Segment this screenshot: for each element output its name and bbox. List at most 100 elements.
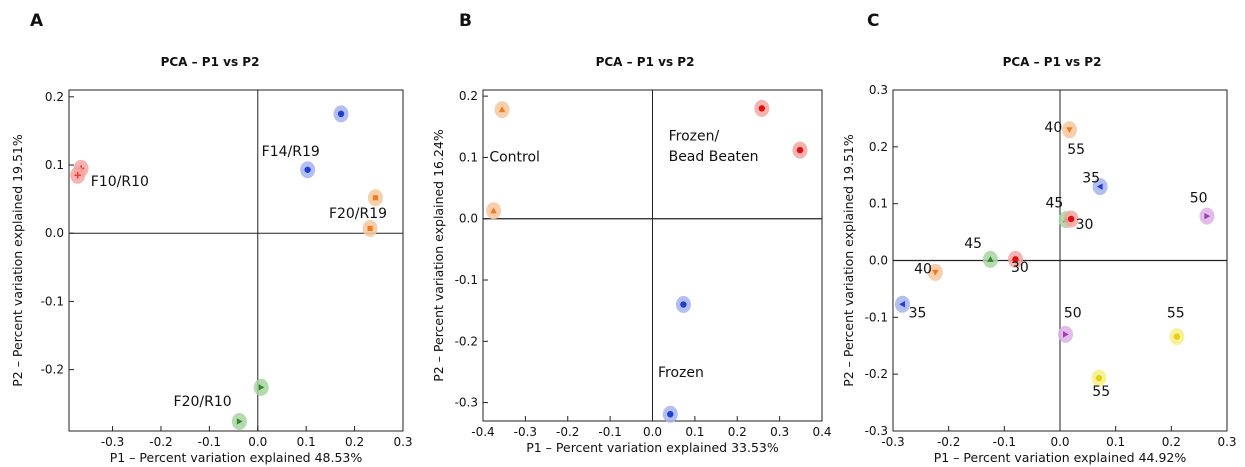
y-tick-label: 0.0: [459, 212, 478, 226]
y-tick-label: -0.2: [455, 334, 478, 348]
point-marker: [258, 384, 265, 391]
x-tick-label: 0.1: [297, 435, 316, 449]
y-axis-label: P2 – Percent variation explained 19.51%: [841, 134, 856, 387]
data-point: [1199, 207, 1215, 225]
x-tick-label: 0.2: [728, 425, 747, 439]
point-annotation: F10/R10: [91, 174, 149, 190]
x-tick-label: -0.1: [598, 425, 621, 439]
plot-frame: [68, 89, 404, 432]
data-point: [1092, 178, 1108, 196]
x-tick-label: 0.4: [812, 425, 831, 439]
point-annotation: 30: [1011, 260, 1029, 276]
x-tick-label: 0.3: [393, 435, 412, 449]
point-marker: [490, 207, 497, 214]
data-point: [367, 189, 383, 207]
chart-title: PCA – P1 vs P2: [596, 55, 695, 69]
point-annotation: 50: [1190, 191, 1208, 207]
y-tick-label: 0.1: [869, 197, 888, 211]
point-marker: [1173, 333, 1181, 340]
y-tick-label: 0.1: [45, 158, 64, 172]
x-tick-label: -0.2: [149, 435, 172, 449]
point-marker: [1095, 374, 1103, 382]
x-tick-label: -0.1: [198, 435, 221, 449]
x-tick-label: -0.3: [514, 425, 537, 439]
data-point: [494, 101, 510, 119]
x-tick-label: 0.2: [345, 435, 364, 449]
y-tick-label: -0.2: [41, 363, 64, 377]
point-marker: [337, 110, 345, 118]
point-annotation: 35: [1082, 171, 1100, 187]
point-marker: [987, 256, 994, 262]
y-tick-label: 0.0: [45, 226, 64, 240]
data-point: [927, 263, 943, 281]
point-annotation: Frozen: [658, 365, 704, 381]
x-tick-label: -0.2: [556, 425, 579, 439]
x-axis-label: P1 – Percent variation explained 33.53%: [526, 440, 779, 455]
data-point: [1007, 250, 1023, 268]
x-tick-label: -0.3: [101, 435, 124, 449]
x-tick-label: 0.3: [1217, 435, 1236, 449]
point-marker: [796, 146, 804, 154]
chart-title: PCA – P1 vs P2: [1003, 55, 1102, 69]
point-marker: [758, 105, 766, 112]
point-annotation: F14/R19: [262, 144, 320, 160]
point-marker: [74, 172, 81, 179]
point-marker: [667, 411, 674, 418]
data-point: [982, 250, 998, 268]
x-tick-label: -0.1: [993, 435, 1016, 449]
x-tick-label: 0.1: [1106, 435, 1125, 449]
x-axis-label: P1 – Percent variation explained 48.53%: [110, 450, 363, 465]
point-marker: [1066, 127, 1073, 133]
data-point: [486, 202, 502, 220]
point-annotation: 45: [964, 236, 982, 252]
point-marker: [680, 301, 687, 308]
y-tick-label: -0.3: [455, 396, 478, 410]
y-tick-label: -0.2: [865, 367, 888, 381]
point-annotation: 55: [1092, 384, 1110, 400]
data-point: [1058, 325, 1074, 343]
point-annotation: 35: [909, 305, 927, 321]
data-point: [362, 219, 378, 237]
x-tick-label: -0.3: [881, 435, 904, 449]
chart-title: PCA – P1 vs P2: [161, 55, 260, 69]
y-tick-label: 0.3: [869, 83, 888, 97]
panel-letter: B: [459, 11, 472, 31]
x-tick-label: -0.2: [937, 435, 960, 449]
y-axis-label: P2 – Percent variation explained 19.51%: [10, 134, 25, 387]
point-marker: [1096, 183, 1103, 190]
x-tick-label: 0.0: [248, 435, 267, 449]
y-tick-label: 0.0: [869, 254, 888, 268]
point-annotation: Bead Beaten: [669, 149, 759, 165]
point-annotation: 55: [1067, 142, 1085, 158]
data-point: [662, 405, 678, 423]
y-tick-label: 0.2: [459, 89, 478, 103]
point-marker: [236, 418, 243, 425]
data-point: [1091, 369, 1107, 387]
point-marker: [1012, 256, 1019, 263]
point-annotation: F20/R10: [174, 394, 232, 410]
x-tick-label: 0.1: [685, 425, 704, 439]
data-point: [231, 412, 247, 430]
y-tick-label: -0.3: [865, 424, 888, 438]
chart-panel-c: C PCA – P1 vs P2 -0.3 -0.2 -0.1 0.0 0.1 0.2 0.3 -…: [841, 11, 1237, 465]
chart-panel-a: A PCA – P1 vs P2 -0.3 -0.2 -0.1 0.0 0.1 0.2 0.3 -…: [10, 11, 413, 465]
point-marker: [367, 225, 373, 232]
point-marker: [1063, 331, 1069, 338]
y-axis-label: P2 – Percent variation explained 16.24%: [431, 129, 446, 382]
x-tick-label: 0.2: [1162, 435, 1181, 449]
panel-letter: A: [30, 11, 44, 31]
y-tick-label: 0.2: [45, 90, 64, 104]
data-point: [1063, 210, 1079, 228]
point-annotation: 40: [1044, 120, 1062, 136]
chart-panel-b: B PCA – P1 vs P2 -0.4 -0.3 -0.2 -0.1 0.0 0.1 0.2…: [431, 11, 832, 455]
point-marker: [1204, 212, 1211, 220]
y-tick-label: -0.1: [41, 294, 64, 308]
x-tick-label: 0.0: [1050, 435, 1069, 449]
data-point: [792, 141, 808, 159]
y-tick-label: -0.1: [865, 310, 888, 324]
data-point: [300, 161, 316, 179]
panel-letter: C: [867, 11, 879, 31]
point-marker: [899, 301, 906, 308]
point-marker: [932, 269, 939, 276]
